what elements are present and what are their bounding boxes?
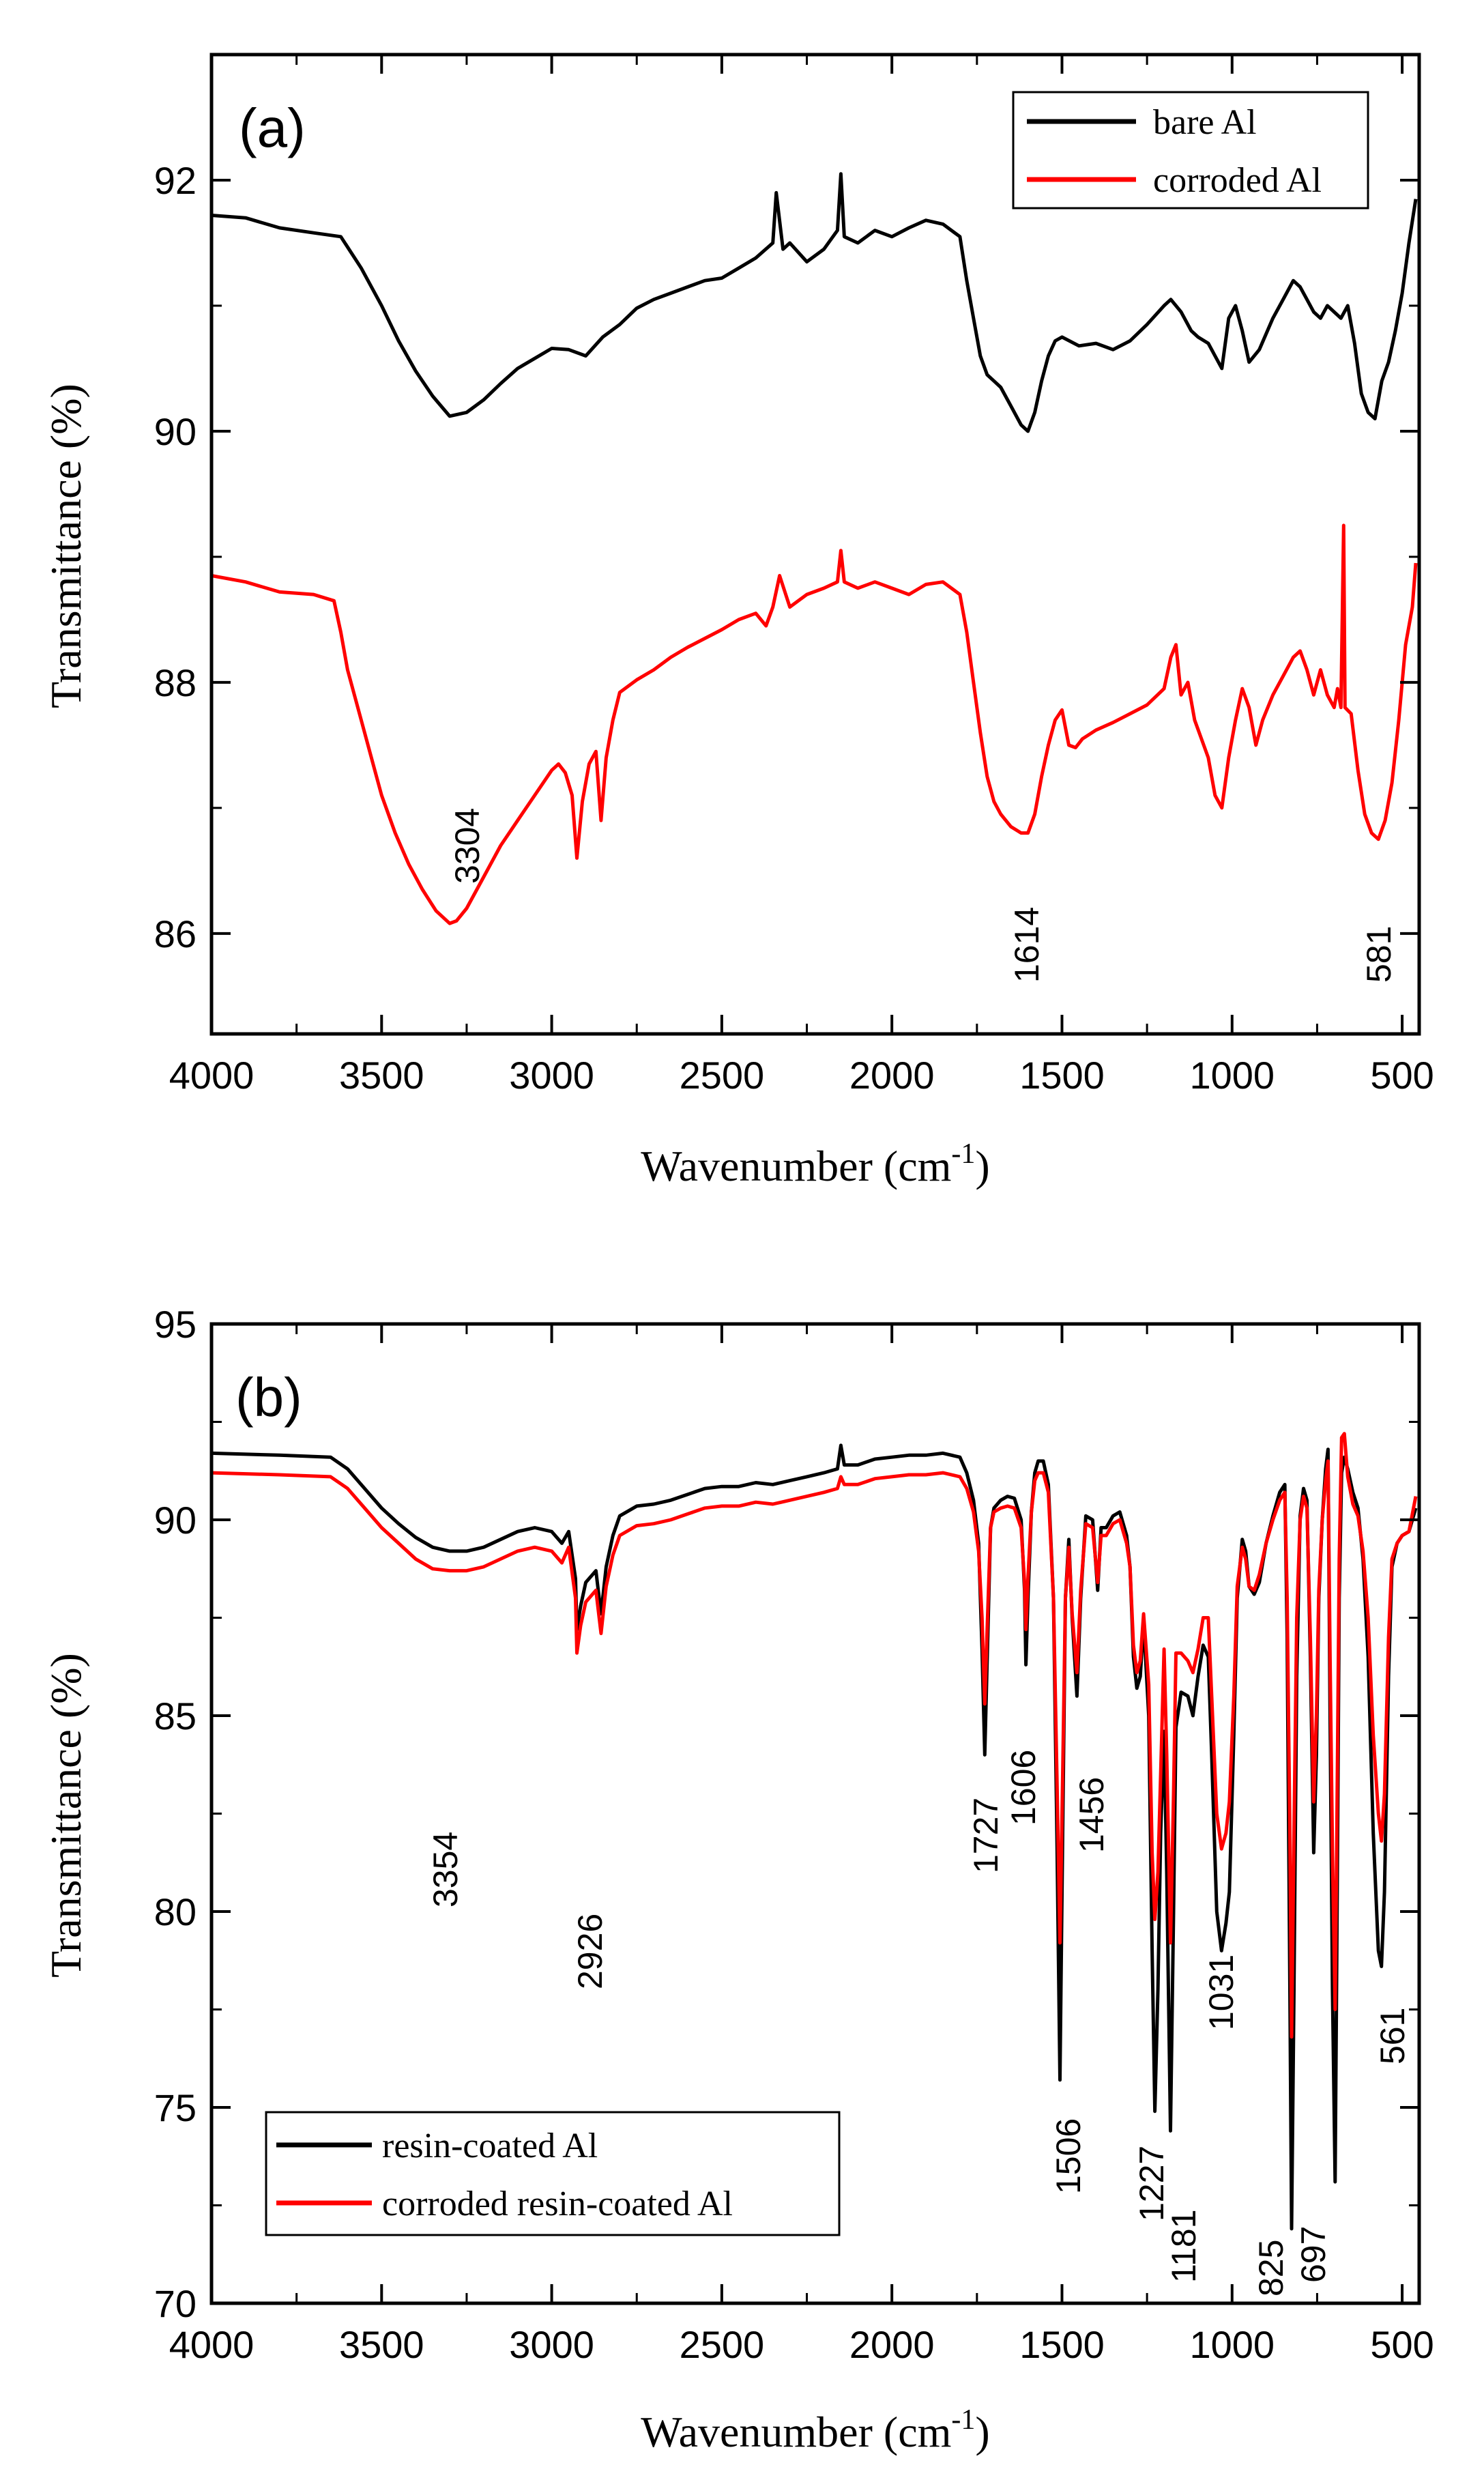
panel-a-plot-area: [211, 172, 1418, 925]
y-tick-label-85: 85: [154, 1695, 197, 1738]
x-tick-label-3500: 3500: [339, 2323, 424, 2366]
legend-label-bare-al: bare Al: [1153, 103, 1257, 142]
annotation-561: 561: [1373, 2008, 1412, 2064]
panel-a-axes-frame: [209, 53, 1421, 1036]
panel-b-plot-area: [211, 1432, 1418, 2231]
x-tick-label-500: 500: [1370, 1054, 1434, 1097]
x-tick-label-2500: 2500: [680, 1054, 765, 1097]
x-tick-label-2500: 2500: [680, 2323, 765, 2366]
annotation-1227: 1227: [1133, 2146, 1171, 2221]
y-tick-label-75: 75: [154, 2086, 197, 2129]
x-tick-label-1000: 1000: [1189, 2323, 1275, 2366]
x-tick-label-4000: 4000: [169, 2323, 254, 2366]
x-tick-label-3000: 3000: [509, 1054, 594, 1097]
annotation-581: 581: [1360, 926, 1398, 983]
legend-label-resin-coated-al: resin-coated Al: [382, 2127, 598, 2165]
annotation-1606: 1606: [1004, 1750, 1043, 1826]
annotation-1614: 1614: [1008, 907, 1046, 983]
panel-b-y-axis-title: Transmittance (%): [42, 1653, 90, 1978]
annotation-3304: 3304: [448, 808, 486, 884]
panel-a: 4000 3500 3000 2500 2000 1500 1000 50086889092 …: [42, 53, 1434, 1190]
annotation-1456: 1456: [1073, 1777, 1111, 1853]
panel-b-ticks: 4000 3500 3000 2500 2000 1500 1000 500 70 75 80 85 9…: [154, 1303, 1434, 2366]
x-tick-label-1500: 1500: [1019, 2323, 1105, 2366]
x-tick-label-2000: 2000: [849, 2323, 935, 2366]
legend-label-corroded-resin-coated-al: corroded resin-coated Al: [382, 2185, 733, 2223]
annotation-1031: 1031: [1202, 1955, 1240, 2030]
panel-b-x-axis-title: Wavenumber (cm-1): [641, 2404, 989, 2456]
y-tick-label-70: 70: [154, 2282, 197, 2325]
panel-b-legend: resin-coated Al corroded resin-coated Al: [265, 2111, 841, 2236]
panel-a-legend: bare Al corroded Al: [1012, 91, 1369, 210]
x-tick-label-4000: 4000: [169, 1054, 254, 1097]
x-tick-label-1000: 1000: [1189, 1054, 1275, 1097]
series-line-corroded-al: [211, 523, 1418, 925]
y-tick-label-92: 92: [154, 159, 197, 202]
y-tick-label-95: 95: [154, 1303, 197, 1346]
annotation-1181: 1181: [1165, 2209, 1203, 2283]
panel-a-y-axis-title: Transmittance (%): [42, 384, 90, 708]
annotation-1506: 1506: [1049, 2118, 1088, 2194]
y-tick-label-90: 90: [154, 1499, 197, 1542]
annotation-697: 697: [1294, 2226, 1333, 2283]
panel-a-x-axis-title: Wavenumber (cm-1): [641, 1138, 989, 1190]
annotation-825: 825: [1252, 2240, 1290, 2296]
series-line-bare-al: [211, 172, 1418, 433]
legend-label-corroded-al: corroded Al: [1153, 161, 1322, 200]
x-tick-label-3000: 3000: [509, 2323, 594, 2366]
x-tick-label-500: 500: [1370, 2323, 1434, 2366]
y-tick-label-86: 86: [154, 912, 197, 955]
y-tick-label-90: 90: [154, 410, 197, 453]
y-tick-label-80: 80: [154, 1890, 197, 1933]
panel-b: 4000 3500 3000 2500 2000 1500 1000 500 70 75 80 85 9…: [42, 1303, 1434, 2456]
x-tick-label-2000: 2000: [849, 1054, 935, 1097]
x-tick-label-3500: 3500: [339, 1054, 424, 1097]
panel-b-label: (b): [235, 1367, 302, 1428]
panel-b-legend-box: [265, 2111, 841, 2236]
panel-a-label: (a): [239, 98, 306, 158]
annotation-1727: 1727: [967, 1798, 1005, 1873]
series-line-corroded-resin-coated-al: [211, 1432, 1418, 2039]
panel-a-ticks: 4000 3500 3000 2500 2000 1500 1000 500 86 88 90 92: [154, 53, 1434, 1097]
panel-a-legend-box: [1012, 91, 1369, 210]
y-tick-label-88: 88: [154, 661, 197, 704]
annotation-3354: 3354: [426, 1832, 465, 1907]
x-tick-label-1500: 1500: [1019, 1054, 1105, 1097]
annotation-2926: 2926: [571, 1914, 609, 1989]
